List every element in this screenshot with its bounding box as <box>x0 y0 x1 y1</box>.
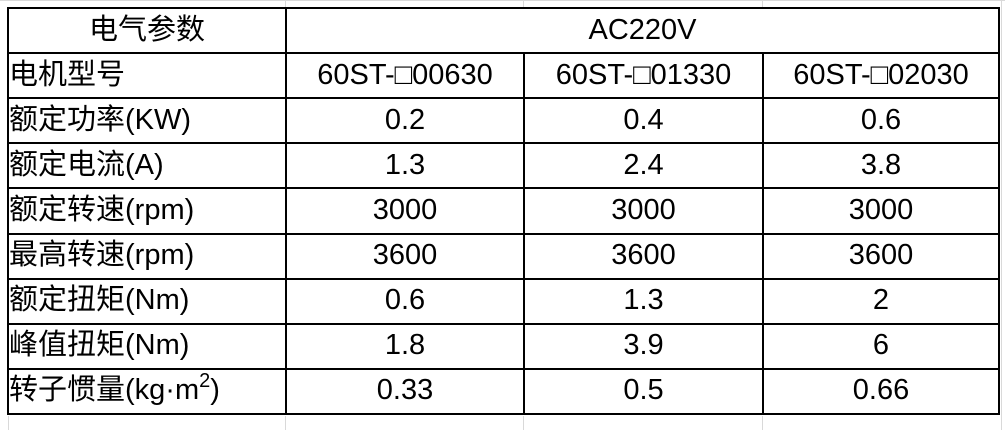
row-label: 峰值扭矩(Nm) <box>7 322 287 370</box>
row-label-superscript: 2 <box>199 369 211 392</box>
gridline-stub-bottom-2 <box>523 416 524 430</box>
spec-cell: 3.9 <box>523 322 764 370</box>
model-cell: 60ST-□00630 <box>285 52 525 100</box>
gridline-right <box>1001 0 1002 430</box>
row-label: 额定转速(rpm) <box>7 187 287 235</box>
table-row: 额定电流(A) 1.3 2.4 3.8 <box>7 142 1000 190</box>
table-row: 额定转速(rpm) 3000 3000 3000 <box>7 187 1000 235</box>
table-row: 额定扭矩(Nm) 0.6 1.3 2 <box>7 277 1000 325</box>
row-label: 额定功率(KW) <box>7 97 287 145</box>
spec-cell: 1.3 <box>285 142 525 190</box>
spec-cell: 0.5 <box>523 367 764 416</box>
row-label: 额定电流(A) <box>7 142 287 190</box>
table-row: 最高转速(rpm) 3600 3600 3600 <box>7 232 1000 280</box>
spec-cell: 3600 <box>523 232 764 280</box>
spec-cell: 3000 <box>285 187 525 235</box>
table-row-header: 电气参数 AC220V <box>7 6 1000 55</box>
spec-cell: 0.66 <box>762 367 1000 416</box>
spec-cell: 0.4 <box>523 97 764 145</box>
spec-cell: 3600 <box>285 232 525 280</box>
spec-cell: 0.6 <box>762 97 1000 145</box>
header-voltage-cell: AC220V <box>285 6 1000 55</box>
row-label: 额定扭矩(Nm) <box>7 277 287 325</box>
gridline-stub-bottom-1 <box>285 416 286 430</box>
spec-cell: 2 <box>762 277 1000 325</box>
spec-cell: 3.8 <box>762 142 1000 190</box>
table-row: 峰值扭矩(Nm) 1.8 3.9 6 <box>7 322 1000 370</box>
gridline-stub-bottom-3 <box>762 416 763 430</box>
header-param-label: 电气参数 <box>7 6 287 55</box>
gridline-stub-bottom-0 <box>8 416 9 430</box>
spec-cell: 1.8 <box>285 322 525 370</box>
spec-cell: 1.3 <box>523 277 764 325</box>
gridline-stub-top-3 <box>762 0 763 7</box>
table-row-models: 电机型号 60ST-□00630 60ST-□01330 60ST-□02030 <box>7 52 1000 100</box>
gridline-stub-top-1 <box>285 0 286 7</box>
table-row: 转子惯量(kg·m2) 0.33 0.5 0.66 <box>7 367 1000 416</box>
model-cell: 60ST-□02030 <box>762 52 1000 100</box>
row-label-rotor-inertia: 转子惯量(kg·m2) <box>7 367 287 416</box>
spec-cell: 0.33 <box>285 367 525 416</box>
spec-cell: 3600 <box>762 232 1000 280</box>
spec-cell: 2.4 <box>523 142 764 190</box>
spec-cell: 3000 <box>762 187 1000 235</box>
spec-cell: 3000 <box>523 187 764 235</box>
spec-cell: 0.2 <box>285 97 525 145</box>
row-label-model: 电机型号 <box>7 52 287 100</box>
model-cell: 60ST-□01330 <box>523 52 764 100</box>
row-label-text: 转子惯量(kg·m <box>9 374 200 407</box>
gridline-stub-top-2 <box>523 0 524 7</box>
table-row: 额定功率(KW) 0.2 0.4 0.6 <box>7 97 1000 145</box>
spec-cell: 0.6 <box>285 277 525 325</box>
motor-spec-table: 电气参数 AC220V 电机型号 60ST-□00630 60ST-□01330… <box>7 6 1000 416</box>
gridline-top <box>0 0 1005 1</box>
row-label: 最高转速(rpm) <box>7 232 287 280</box>
row-label-text: ) <box>210 374 220 407</box>
spec-cell: 6 <box>762 322 1000 370</box>
